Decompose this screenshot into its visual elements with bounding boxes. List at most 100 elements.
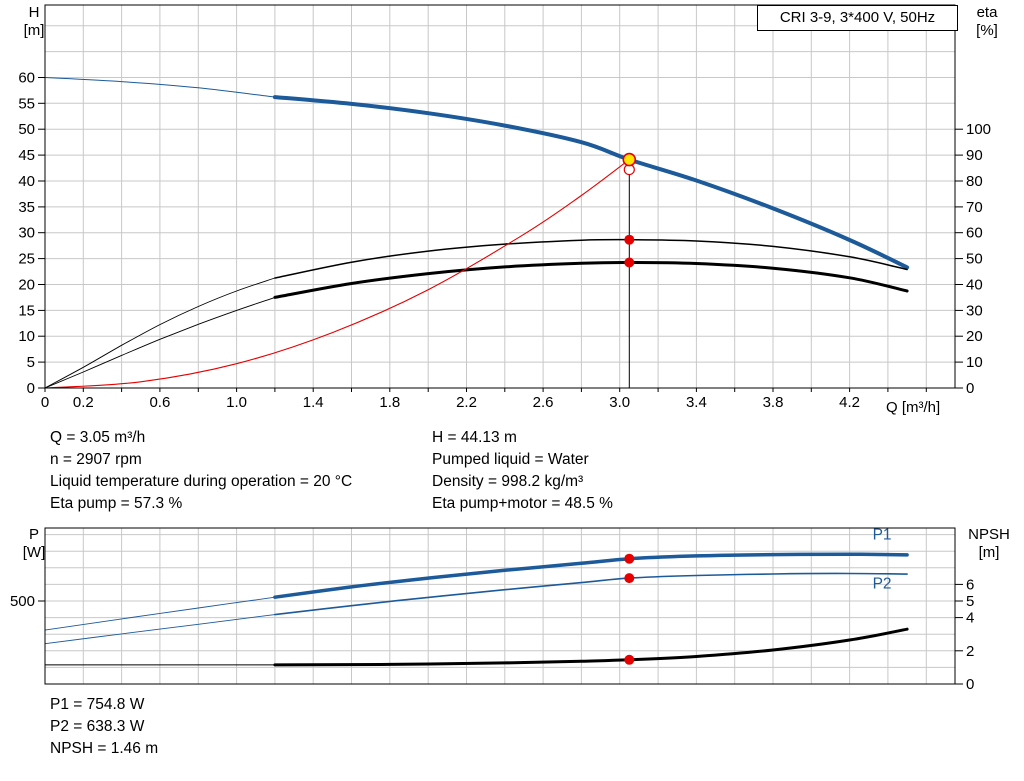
svg-text:1.4: 1.4 — [303, 394, 324, 411]
svg-text:45: 45 — [18, 147, 35, 164]
svg-text:55: 55 — [18, 95, 35, 112]
svg-text:2.6: 2.6 — [533, 394, 554, 411]
q-axis-label: Q [m³/h] — [886, 399, 941, 416]
flow-value: Q = 3.05 m³/h — [50, 429, 146, 446]
p2-curve — [274, 572, 908, 616]
svg-text:6: 6 — [966, 576, 974, 593]
liquid-temperature-value: Liquid temperature during operation = 20… — [50, 473, 353, 490]
value-marker — [624, 234, 635, 245]
svg-text:20: 20 — [18, 277, 35, 294]
npsh-curve — [273, 627, 909, 667]
qh-eta-chart-grid — [45, 5, 955, 388]
p-axis-title: P [W] — [16, 526, 52, 562]
value-marker — [624, 553, 635, 564]
svg-text:1.0: 1.0 — [226, 394, 247, 411]
npsh-axis-title: NPSH [m] — [960, 526, 1018, 562]
h-axis-title-symbol: H — [28, 4, 40, 21]
density-value: Density = 998.2 kg/m³ — [432, 473, 584, 490]
svg-text:500: 500 — [10, 593, 35, 610]
power-npsh-chart-tick-labels: 500 0 2 456 — [10, 576, 974, 693]
head-curve-ext — [44, 77, 276, 98]
p2-curve-ext — [44, 614, 276, 645]
p1-curve — [273, 552, 909, 599]
h-axis-title: H [m] — [16, 4, 52, 40]
curve-label-P2: P2 — [873, 576, 892, 593]
system-curve — [44, 159, 630, 389]
svg-text:0: 0 — [41, 394, 49, 411]
svg-text:40: 40 — [966, 277, 983, 294]
value-marker — [624, 654, 635, 665]
svg-text:3.4: 3.4 — [686, 394, 707, 411]
eta-pump-value: Eta pump = 57.3 % — [50, 495, 183, 512]
svg-text:4: 4 — [966, 610, 974, 627]
value-marker — [624, 257, 635, 268]
svg-text:5: 5 — [966, 593, 974, 610]
svg-text:60: 60 — [18, 70, 35, 87]
eta-axis-title-unit: [%] — [976, 22, 998, 39]
p-axis-title-unit: [W] — [22, 544, 46, 561]
svg-text:60: 60 — [966, 225, 983, 242]
pumped-liquid-value: Pumped liquid = Water — [432, 451, 589, 468]
pump-title-box: CRI 3-9, 3*400 V, 50Hz — [757, 5, 958, 31]
svg-text:15: 15 — [18, 302, 35, 319]
curve-label-P1: P1 — [873, 527, 892, 544]
eta-axis-title: eta [%] — [966, 4, 1008, 40]
svg-text:20: 20 — [966, 328, 983, 345]
power-npsh-chart-ticks — [38, 583, 963, 685]
svg-text:30: 30 — [18, 225, 35, 242]
eta-pump-curve-ext — [44, 277, 276, 389]
svg-text:80: 80 — [966, 173, 983, 190]
svg-text:35: 35 — [18, 199, 35, 216]
svg-text:2: 2 — [966, 643, 974, 660]
eta-pump-motor-curve-ext — [44, 296, 276, 389]
qh-eta-chart-tick-labels: 0 0.2 0.6 1.0 1.4 1.8 2.2 2.6 3.0 3.4 3.8 4.2 0 5 10 15… — [18, 70, 991, 412]
power-npsh-chart-frame — [44, 527, 956, 685]
svg-text:90: 90 — [966, 147, 983, 164]
head-curve — [272, 95, 910, 270]
npsh-value: NPSH = 1.46 m — [50, 740, 159, 757]
svg-text:1.8: 1.8 — [379, 394, 400, 411]
svg-text:0: 0 — [27, 380, 35, 397]
p1-curve-ext — [44, 596, 276, 631]
npsh-axis-title-symbol: NPSH — [968, 526, 1010, 543]
eta-axis-title-symbol: eta — [976, 4, 998, 21]
svg-text:3.0: 3.0 — [609, 394, 630, 411]
eta-pump-motor-value: Eta pump+motor = 48.5 % — [432, 495, 613, 512]
svg-text:3.8: 3.8 — [763, 394, 784, 411]
svg-text:30: 30 — [966, 302, 983, 319]
power-npsh-chart-grid — [45, 528, 955, 684]
value-marker — [624, 573, 635, 584]
operating-data-column-left: Q = 3.05 m³/h n = 2907 rpm Liquid temper… — [50, 429, 352, 517]
h-axis-title-unit: [m] — [23, 22, 45, 39]
results-block: P1 = 754.8 W P2 = 638.3 W NPSH = 1.46 m — [50, 696, 158, 762]
duty-point-marker — [622, 152, 637, 167]
svg-text:70: 70 — [966, 199, 983, 216]
svg-text:50: 50 — [966, 251, 983, 268]
eta-pump-curve — [274, 238, 908, 279]
operating-data-column-right: H = 44.13 m Pumped liquid = Water Densit… — [432, 429, 613, 517]
svg-text:0.6: 0.6 — [149, 394, 170, 411]
svg-text:10: 10 — [18, 328, 35, 345]
svg-text:100: 100 — [966, 121, 991, 138]
svg-text:2.2: 2.2 — [456, 394, 477, 411]
npsh-axis-title-unit: [m] — [978, 544, 1000, 561]
p-axis-title-symbol: P — [28, 526, 39, 543]
svg-text:25: 25 — [18, 251, 35, 268]
p1-value: P1 = 754.8 W — [50, 696, 145, 713]
speed-value: n = 2907 rpm — [50, 451, 142, 468]
svg-text:4.2: 4.2 — [839, 394, 860, 411]
svg-text:50: 50 — [18, 121, 35, 138]
svg-text:10: 10 — [966, 354, 983, 371]
qh-eta-chart-frame — [44, 4, 956, 389]
head-value: H = 44.13 m — [432, 429, 517, 446]
svg-text:0: 0 — [966, 380, 974, 397]
svg-text:0.2: 0.2 — [73, 394, 94, 411]
svg-text:5: 5 — [27, 354, 35, 371]
p2-value: P2 = 638.3 W — [50, 718, 145, 735]
eta-pump-motor-curve — [273, 260, 909, 299]
svg-text:0: 0 — [966, 676, 974, 693]
svg-text:40: 40 — [18, 173, 35, 190]
qh-eta-chart-ticks — [38, 77, 963, 392]
